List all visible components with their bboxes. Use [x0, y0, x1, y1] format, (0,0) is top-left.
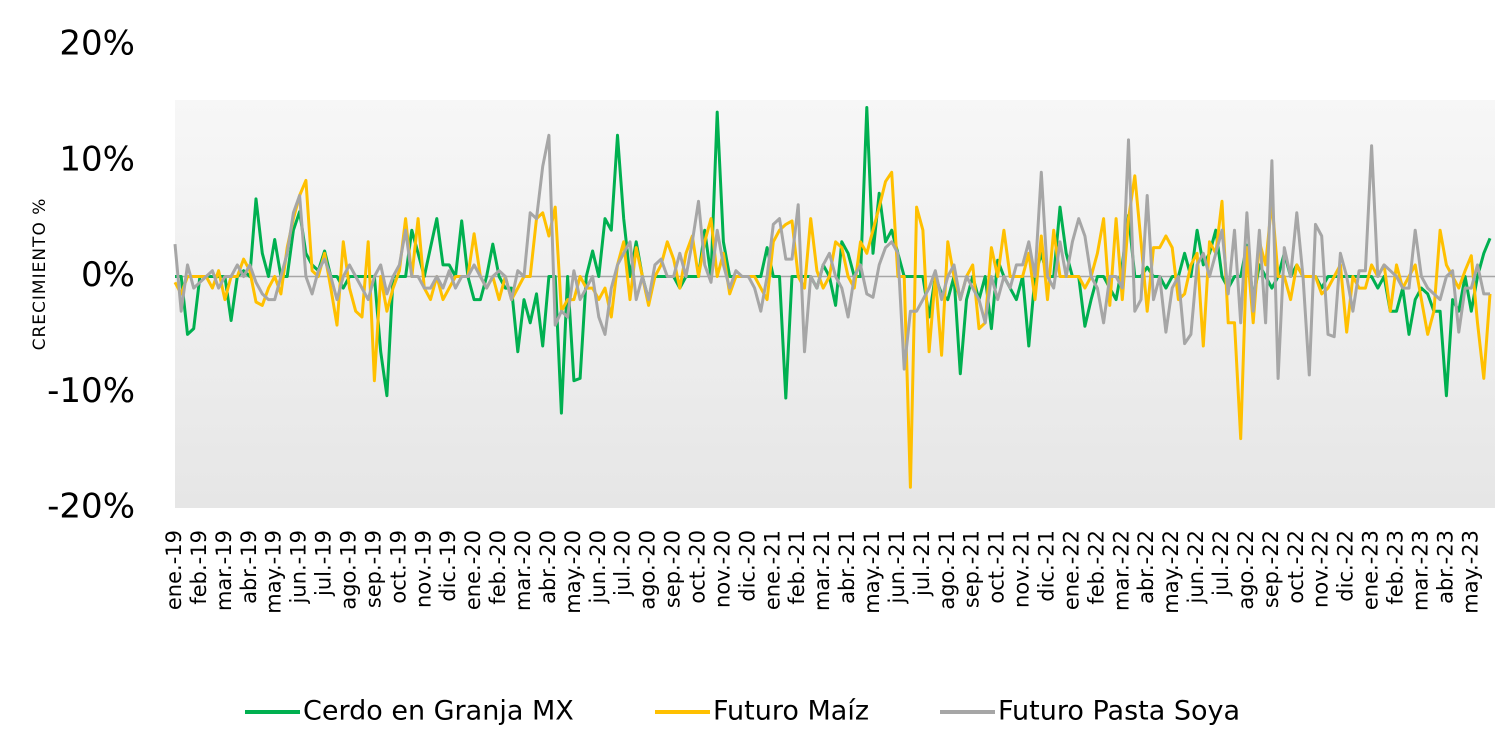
- x-tick-label: nov.-20: [710, 530, 734, 608]
- x-tick-label: nov.-19: [411, 530, 435, 608]
- x-tick-label: dic.-20: [735, 530, 759, 602]
- x-tick-label: may.-19: [262, 530, 286, 614]
- legend-label: Futuro Maíz: [713, 696, 869, 727]
- x-tick-label: may.-21: [860, 530, 884, 614]
- x-tick-label: oct.-20: [686, 530, 710, 604]
- x-tick-label: sep.-20: [661, 530, 685, 608]
- x-tick-label: ago.-21: [935, 530, 959, 610]
- x-tick-label: jul.-20: [611, 530, 635, 597]
- x-tick-label: sep.-22: [1259, 530, 1283, 608]
- x-tick-label: mar.-21: [810, 530, 834, 611]
- x-tick-label: nov.-22: [1309, 530, 1333, 608]
- x-tick-label: abr.-23: [1433, 530, 1457, 604]
- x-tick-label: sep.-19: [361, 530, 385, 608]
- x-tick-label: ago.-20: [636, 530, 660, 610]
- x-tick-label: oct.-19: [386, 530, 410, 604]
- x-tick-label: ago.-19: [337, 530, 361, 610]
- x-tick-label: jul.-21: [910, 530, 934, 597]
- x-tick-label: may.-23: [1458, 530, 1482, 614]
- x-tick-label: mar.-22: [1109, 530, 1133, 611]
- x-tick-label: ene.-22: [1059, 530, 1083, 610]
- y-tick-label: -20%: [47, 487, 135, 527]
- x-tick-label: abr.-20: [536, 530, 560, 604]
- y-axis-title: CRECIMIENTO %: [30, 198, 50, 351]
- y-tick-label: 0%: [81, 255, 135, 295]
- series-line: [173, 133, 1490, 380]
- x-tick-label: mar.-19: [212, 530, 236, 611]
- x-tick-label: jun.-19: [287, 530, 311, 604]
- legend-label: Cerdo en Granja MX: [303, 696, 574, 727]
- x-tick-label: abr.-19: [237, 530, 261, 604]
- x-tick-label: may.-22: [1159, 530, 1183, 614]
- x-tick-label: ago.-22: [1234, 530, 1258, 610]
- y-tick-label: 20%: [59, 24, 135, 64]
- x-tick-label: feb.-20: [486, 530, 510, 605]
- x-tick-label: mar.-20: [511, 530, 535, 611]
- x-tick-label: dic.-19: [436, 530, 460, 602]
- x-tick-label: jun.-21: [885, 530, 909, 604]
- x-tick-label: oct.-22: [1284, 530, 1308, 604]
- x-tick-label: ene.-23: [1359, 530, 1383, 610]
- x-tick-label: abr.-21: [835, 530, 859, 604]
- x-tick-label: ene.-21: [760, 530, 784, 610]
- x-tick-label: feb.-21: [785, 530, 809, 605]
- x-tick-label: ene.-20: [461, 530, 485, 610]
- y-tick-label: -10%: [47, 371, 135, 411]
- legend-label: Futuro Pasta Soya: [998, 696, 1240, 727]
- x-tick-label: jun.-20: [586, 530, 610, 604]
- x-tick-label: jul.-22: [1209, 530, 1233, 597]
- x-tick-label: feb.-19: [187, 530, 211, 605]
- x-tick-label: sep.-21: [960, 530, 984, 608]
- x-tick-label: oct.-21: [985, 530, 1009, 604]
- x-tick-label: ene.-19: [162, 530, 186, 610]
- x-tick-label: may.-20: [561, 530, 585, 614]
- x-tick-label: dic.-21: [1035, 530, 1059, 602]
- x-tick-label: mar.-23: [1408, 530, 1432, 611]
- x-tick-label: jun.-22: [1184, 530, 1208, 604]
- x-tick-label: feb.-22: [1084, 530, 1108, 605]
- x-tick-label: dic.-22: [1334, 530, 1358, 602]
- x-tick-label: feb.-23: [1384, 530, 1408, 605]
- x-tick-label: abr.-22: [1134, 530, 1158, 604]
- x-tick-label: jul.-19: [312, 530, 336, 597]
- x-tick-label: nov.-21: [1010, 530, 1034, 608]
- y-tick-label: 10%: [59, 139, 135, 179]
